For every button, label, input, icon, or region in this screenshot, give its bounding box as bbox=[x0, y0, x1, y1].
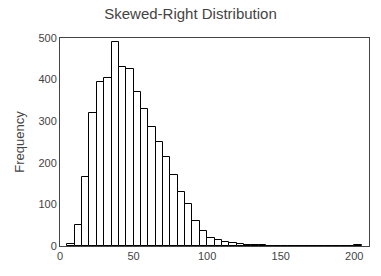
svg-text:0: 0 bbox=[51, 240, 57, 252]
svg-text:100: 100 bbox=[198, 250, 216, 262]
svg-text:400: 400 bbox=[38, 73, 56, 85]
svg-text:300: 300 bbox=[38, 115, 56, 127]
svg-text:0: 0 bbox=[57, 250, 63, 262]
svg-text:200: 200 bbox=[345, 250, 363, 262]
svg-text:150: 150 bbox=[272, 250, 290, 262]
svg-text:500: 500 bbox=[38, 32, 56, 44]
svg-text:50: 50 bbox=[127, 250, 139, 262]
svg-text:100: 100 bbox=[38, 198, 56, 210]
svg-text:200: 200 bbox=[38, 157, 56, 169]
svg-text:Frequency: Frequency bbox=[12, 111, 27, 173]
svg-text:Skewed-Right Distribution: Skewed-Right Distribution bbox=[104, 5, 277, 22]
